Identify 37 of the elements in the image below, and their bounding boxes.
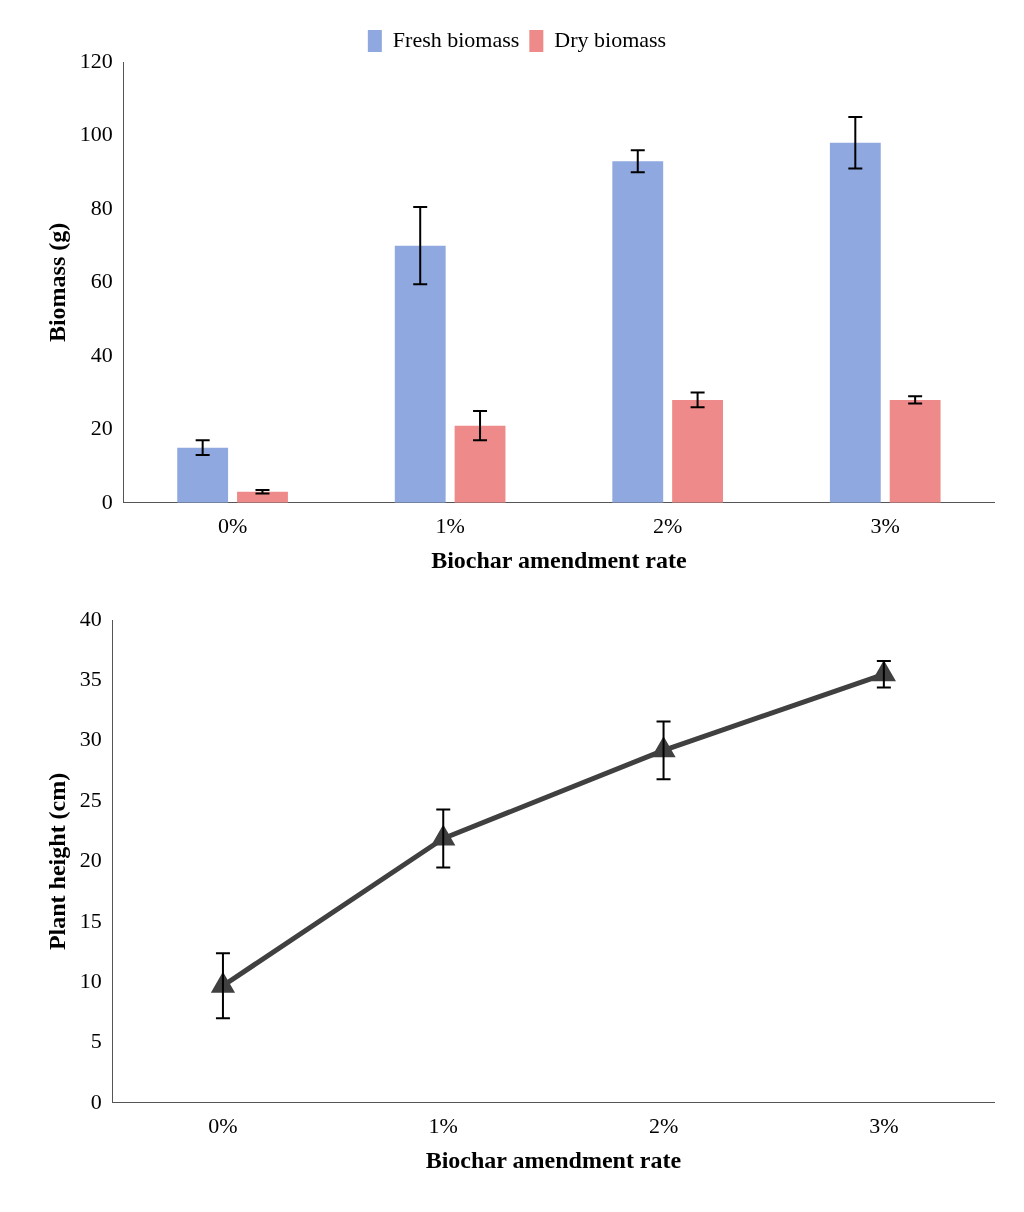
bar [672,399,724,503]
y-tick-label: 120 [79,47,113,73]
bar [454,425,506,503]
y-tick-label: 80 [90,194,113,220]
legend-label: Dry biomass [554,26,667,52]
y-tick-label: 20 [90,415,113,441]
x-tick-label: 1% [428,1112,458,1138]
y-tick-label: 0 [101,488,113,514]
y-tick-label: 0 [90,1088,102,1114]
y-tick-label: 10 [79,967,102,993]
y-tick-label: 20 [79,847,102,873]
bar [612,161,664,503]
x-tick-label: 0% [208,1112,238,1138]
y-tick-label: 35 [79,666,102,692]
legend-label: Fresh biomass [392,26,520,52]
y-tick-label: 40 [90,341,113,367]
bar [394,245,446,503]
x-tick-label: 3% [870,512,900,538]
y-tick-label: 60 [90,268,113,294]
x-axis-title: Biochar amendment rate [425,1146,682,1173]
x-tick-label: 2% [648,1112,679,1138]
bar [177,447,229,503]
x-tick-label: 3% [869,1112,899,1138]
bar [829,142,881,503]
y-tick-label: 25 [79,786,102,812]
x-tick-label: 2% [653,512,683,538]
x-tick-label: 1% [435,512,465,538]
y-axis-title: Plant height (cm) [43,772,70,951]
x-tick-label: 0% [217,512,248,538]
y-tick-label: 15 [79,907,102,933]
y-tick-label: 5 [90,1028,102,1054]
y-tick-label: 100 [79,121,113,147]
y-axis-title: Biomass (g) [43,222,70,343]
y-tick-label: 40 [79,605,102,631]
bar [889,399,941,503]
x-axis-title: Biochar amendment rate [431,546,688,573]
y-tick-label: 30 [79,726,102,752]
